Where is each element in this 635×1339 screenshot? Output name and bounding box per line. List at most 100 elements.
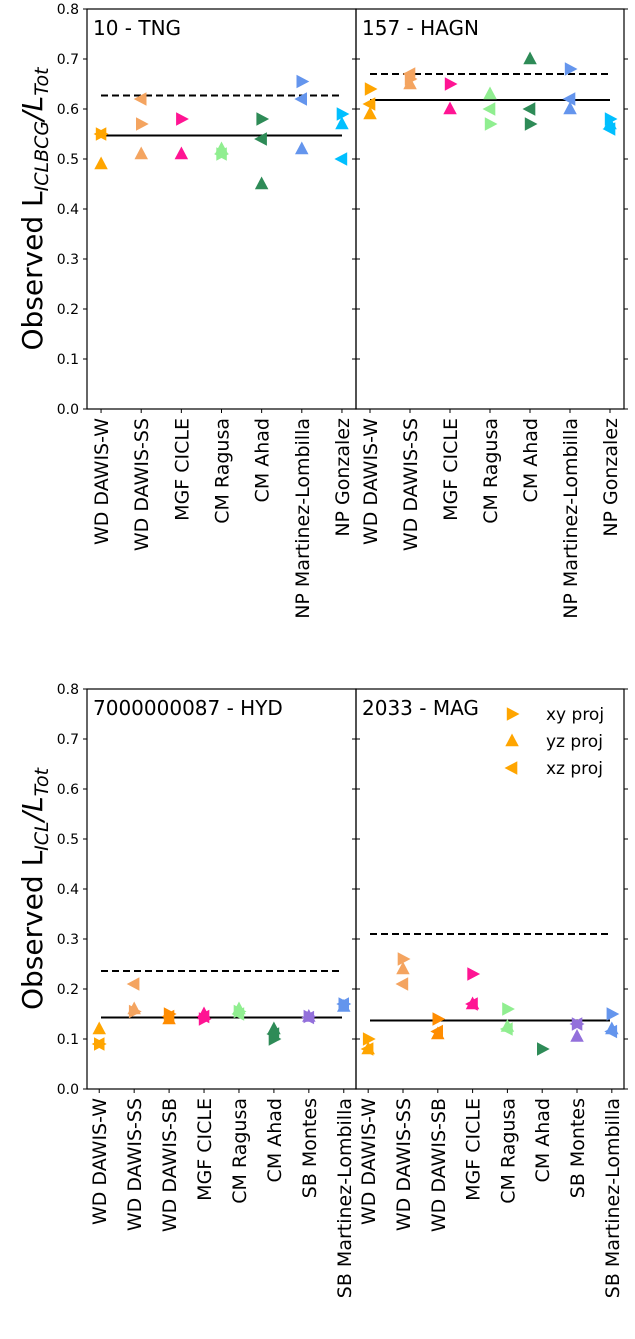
xtick-label: MGF CICLE bbox=[463, 1098, 485, 1201]
data-point bbox=[602, 122, 616, 136]
panel-title: 7000000087 - HYD bbox=[93, 696, 283, 720]
xtick-label: WD DAWIS-W bbox=[91, 418, 113, 545]
data-point bbox=[335, 116, 349, 130]
xtick-label: WD DAWIS-SS bbox=[393, 1098, 415, 1231]
data-point bbox=[502, 1002, 515, 1016]
data-point bbox=[363, 106, 377, 120]
panel-3: 0.0 0.1 0.2 0.3 0.4 0.5 0.6 0.7 0.8 WD DAWIS-W WD … bbox=[57, 682, 360, 1298]
data-point bbox=[524, 117, 538, 131]
xtick-label: CM Ahad bbox=[252, 418, 274, 502]
panel-2: WD DAWIS-W WD DAWIS-SS MGF CICLE CM Ragusa C… bbox=[352, 8, 628, 619]
panel-frame bbox=[355, 688, 625, 1090]
ylabel-top: Observed LICLBCG/LTot bbox=[16, 66, 53, 351]
data-point bbox=[126, 977, 140, 991]
xtick-label: CM Ragusa bbox=[212, 418, 234, 524]
panel-4: WD DAWIS-W WD DAWIS-SS WD DAWIS-SB MGF CICL… bbox=[352, 688, 628, 1298]
data-point bbox=[606, 1007, 620, 1021]
data-point bbox=[360, 1042, 374, 1056]
xtick-label: SB Montes bbox=[567, 1098, 589, 1198]
data-point bbox=[256, 112, 270, 126]
ytick-label: 0.7 bbox=[57, 52, 79, 68]
data-point bbox=[127, 1001, 141, 1015]
data-point bbox=[176, 112, 189, 126]
data-point bbox=[569, 1017, 583, 1031]
xtick-label: CM Ahad bbox=[532, 1098, 554, 1182]
data-point bbox=[482, 102, 496, 116]
legend-label: yz proj bbox=[546, 732, 603, 752]
xtick-label: CM Ahad bbox=[520, 418, 542, 502]
data-point bbox=[231, 1007, 245, 1021]
xtick-label: NP Gonzalez bbox=[600, 418, 622, 537]
data-point bbox=[444, 77, 458, 91]
data-point bbox=[336, 107, 350, 121]
xtick-label: WD DAWIS-SB bbox=[428, 1098, 450, 1232]
data-point bbox=[301, 1010, 315, 1025]
data-point bbox=[604, 1024, 618, 1039]
xtick-label: WD DAWIS-W bbox=[358, 1098, 380, 1225]
xtick-label: CM Ahad bbox=[264, 1098, 286, 1182]
ytick-label: 0.2 bbox=[57, 302, 79, 318]
ytick-label: 0.4 bbox=[57, 882, 79, 898]
ytick-label: 0.8 bbox=[57, 682, 79, 698]
xtick-label: NP Martinez-Lombilla bbox=[292, 418, 314, 619]
data-point bbox=[266, 1027, 280, 1041]
xtick-label: WD DAWIS-W bbox=[89, 1098, 111, 1225]
legend: xy proj yz proj xz proj bbox=[504, 705, 604, 779]
ytick-label: 0.3 bbox=[57, 252, 79, 268]
data-point bbox=[467, 967, 481, 981]
xtick-label: WD DAWIS-SS bbox=[131, 418, 153, 551]
xtick-label: CM Ragusa bbox=[229, 1098, 251, 1204]
data-point bbox=[94, 156, 108, 170]
data-point bbox=[522, 102, 536, 116]
ytick-label: 0.1 bbox=[57, 352, 79, 368]
xtick-label: CM Ragusa bbox=[497, 1098, 519, 1204]
data-point bbox=[465, 997, 478, 1011]
ylabel-bottom: Observed LICL/LTot bbox=[16, 766, 53, 1010]
ytick-label: 0.1 bbox=[57, 1032, 79, 1048]
xtick-label: MGF CICLE bbox=[171, 418, 193, 521]
ylabel-bottom-text: Observed LICL/LTot bbox=[16, 766, 53, 1010]
ytick-label: 0.7 bbox=[57, 732, 79, 748]
ytick-label: 0.6 bbox=[57, 782, 79, 798]
xtick-label: CM Ragusa bbox=[480, 418, 502, 524]
data-point bbox=[397, 952, 411, 966]
legend-marker bbox=[506, 707, 520, 721]
data-point bbox=[336, 997, 349, 1011]
panel-title: 157 - HAGN bbox=[362, 16, 479, 40]
data-point bbox=[403, 76, 417, 90]
data-point bbox=[136, 117, 149, 131]
data-point bbox=[395, 977, 409, 991]
data-point bbox=[430, 1024, 443, 1039]
ytick-label: 0.8 bbox=[57, 2, 79, 18]
xtick-label: WD DAWIS-SS bbox=[400, 418, 422, 551]
data-point bbox=[570, 1029, 584, 1042]
data-point bbox=[499, 1022, 513, 1036]
data-point bbox=[484, 117, 498, 131]
data-point bbox=[93, 127, 107, 141]
data-point bbox=[362, 1032, 376, 1046]
data-point bbox=[296, 74, 310, 89]
xtick-label: MGF CICLE bbox=[194, 1098, 216, 1201]
xtick-label: WD DAWIS-SS bbox=[124, 1098, 146, 1231]
data-point bbox=[563, 101, 577, 115]
xtick-label: NP Gonzalez bbox=[332, 418, 354, 537]
ylabel-top-text: Observed LICLBCG/LTot bbox=[16, 66, 53, 351]
xtick-label: SB Montes bbox=[299, 1098, 321, 1198]
panel-frame bbox=[86, 688, 357, 1090]
data-point bbox=[334, 152, 348, 166]
ytick-label: 0.2 bbox=[57, 982, 79, 998]
xtick-label: NP Martinez-Lombilla bbox=[560, 418, 582, 619]
data-point bbox=[564, 62, 578, 76]
xtick-label: SB Martinez-Lombilla bbox=[602, 1098, 624, 1298]
data-point bbox=[214, 147, 227, 161]
data-point bbox=[91, 1037, 105, 1051]
data-point bbox=[537, 1042, 550, 1056]
ytick-label: 0.5 bbox=[57, 832, 79, 848]
panel-frame bbox=[86, 8, 357, 410]
xtick-label: SB Martinez-Lombilla bbox=[334, 1098, 356, 1298]
xtick-label: WD DAWIS-SB bbox=[159, 1098, 181, 1232]
data-point bbox=[402, 67, 416, 81]
data-point bbox=[432, 1012, 446, 1026]
data-point bbox=[134, 146, 148, 160]
